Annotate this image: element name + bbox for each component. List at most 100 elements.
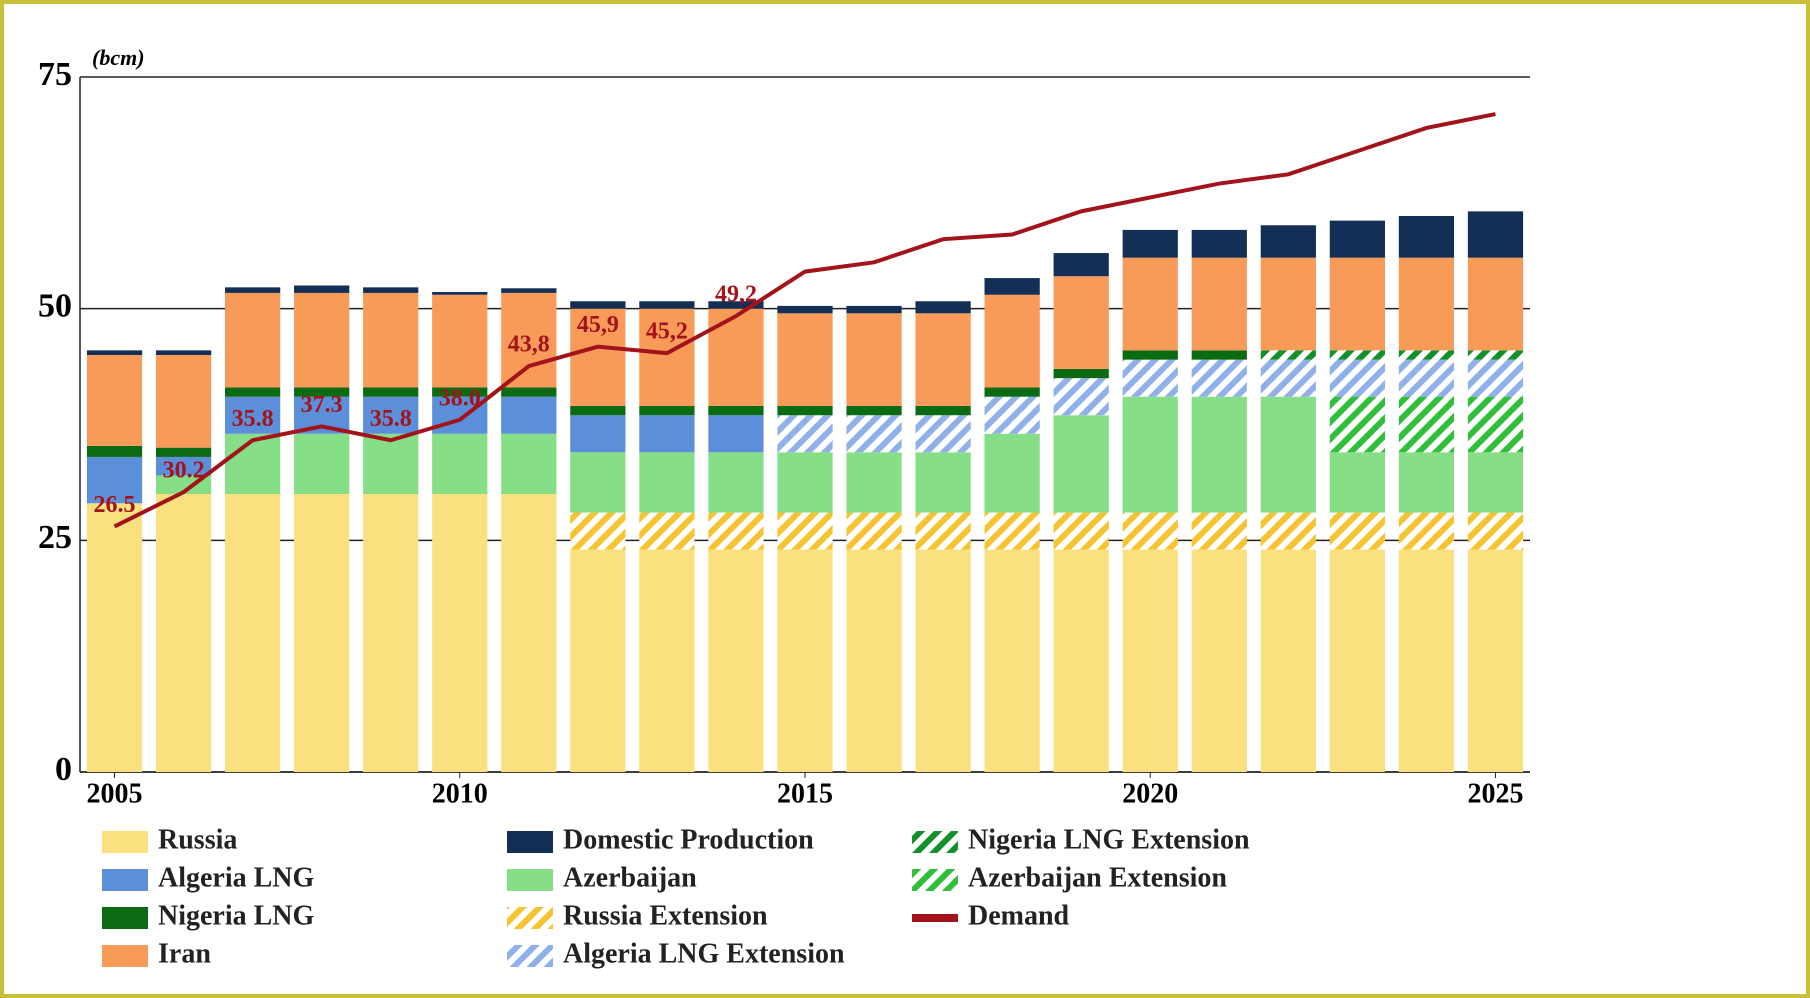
bar-segment <box>1122 350 1178 360</box>
bar-segment <box>984 294 1040 388</box>
demand-line <box>113 112 1496 529</box>
bar-segment <box>915 452 971 513</box>
bar-segment <box>432 291 488 295</box>
bar-segment <box>155 456 212 476</box>
bar-segment <box>155 350 212 355</box>
data-label: 49,2 <box>715 282 757 308</box>
bar-segment <box>639 308 695 406</box>
bar-segment <box>1260 549 1316 772</box>
bar-segment <box>708 452 764 513</box>
bar-segment <box>1122 512 1178 550</box>
bar-segment <box>1191 512 1247 550</box>
legend-swatch <box>102 907 148 929</box>
bar-segment <box>708 405 764 416</box>
bar-segment <box>1053 253 1109 277</box>
bar-segment <box>1398 512 1455 550</box>
bar-segment <box>1260 350 1316 360</box>
bar-segment <box>1260 359 1316 397</box>
bar-segment <box>501 288 557 293</box>
bar-segment <box>1053 276 1109 369</box>
bar-segment <box>777 452 833 513</box>
bar-segment <box>708 301 764 309</box>
bar-segment <box>86 445 143 457</box>
x-tick-label: 2005 <box>87 778 143 809</box>
legend-swatch <box>912 869 958 891</box>
data-label: 35.8 <box>370 406 412 432</box>
legend-swatch <box>912 914 958 922</box>
bar-segment <box>1329 396 1385 453</box>
bar-segment <box>639 405 695 416</box>
legend-label: Nigeria LNG Extension <box>968 824 1250 855</box>
bar-segment <box>1260 512 1316 550</box>
bar-segment <box>1398 396 1455 453</box>
bar-segment <box>363 287 419 293</box>
bar-segment <box>501 494 557 772</box>
bar-segment <box>1053 368 1109 379</box>
legend-label: Demand <box>968 900 1070 931</box>
data-label: 43,8 <box>508 332 550 358</box>
data-label: 35.8 <box>232 406 274 432</box>
bar-segment <box>846 313 902 406</box>
legend-swatch <box>102 945 148 967</box>
bar-segment <box>846 549 902 772</box>
bar-segment <box>1329 549 1385 772</box>
legend-label: Russia <box>158 824 237 855</box>
bar-segment <box>1122 257 1178 351</box>
bar-segment <box>1467 257 1524 351</box>
bar-segment <box>86 456 143 504</box>
bar-segment <box>846 452 902 513</box>
data-label: 45,9 <box>577 312 619 338</box>
data-label: 38.0 <box>439 385 481 411</box>
bar-segment <box>155 355 212 448</box>
bar-segment <box>1467 452 1524 513</box>
bar-segment <box>1329 350 1385 360</box>
x-tick-label: 2020 <box>1122 778 1178 809</box>
legend-label: Domestic Production <box>563 824 814 855</box>
bar-segment <box>155 447 212 457</box>
bar-segment <box>155 494 212 772</box>
data-label: 26.5 <box>94 492 136 518</box>
bar-segment <box>1260 257 1316 351</box>
legend-label: Azerbaijan <box>563 862 697 893</box>
bar-segment <box>777 549 833 772</box>
bar-segment <box>1191 359 1247 397</box>
x-tick-label: 2010 <box>432 778 488 809</box>
bar-segment <box>570 308 626 406</box>
bar-segment <box>225 387 281 397</box>
bar-segment <box>432 494 488 772</box>
bar-segment <box>570 549 626 772</box>
bar-segment <box>1122 549 1178 772</box>
bar-segment <box>708 512 764 550</box>
bar-segment <box>1467 359 1524 397</box>
bar-segment <box>225 287 281 293</box>
bar-segment <box>777 415 833 453</box>
bar-segment <box>1398 549 1455 772</box>
bar-segment <box>1398 359 1455 397</box>
bar-segment <box>294 494 350 772</box>
bar-segment <box>639 549 695 772</box>
bar-segment <box>915 512 971 550</box>
legend-swatch <box>102 869 148 891</box>
bar-segment <box>1053 549 1109 772</box>
bar-segment <box>1467 211 1524 258</box>
legend-swatch <box>507 869 553 891</box>
bar-segment <box>1260 225 1316 258</box>
bar-segment <box>1467 396 1524 453</box>
bar-segment <box>984 549 1040 772</box>
data-label: 45,2 <box>646 319 688 345</box>
bar-segment <box>1260 396 1316 513</box>
bar-segment <box>777 305 833 314</box>
bar-segment <box>86 503 143 772</box>
bar-segment <box>915 301 971 314</box>
y-tick-label: 0 <box>55 751 72 788</box>
bar-segment <box>984 512 1040 550</box>
y-axis-label: (bcm) <box>92 45 145 70</box>
bar-segment <box>846 305 902 314</box>
bar-segment <box>432 433 488 494</box>
bar-segment <box>846 512 902 550</box>
bar-segment <box>639 512 695 550</box>
bar-segment <box>639 301 695 309</box>
bar-segment <box>1398 257 1455 351</box>
